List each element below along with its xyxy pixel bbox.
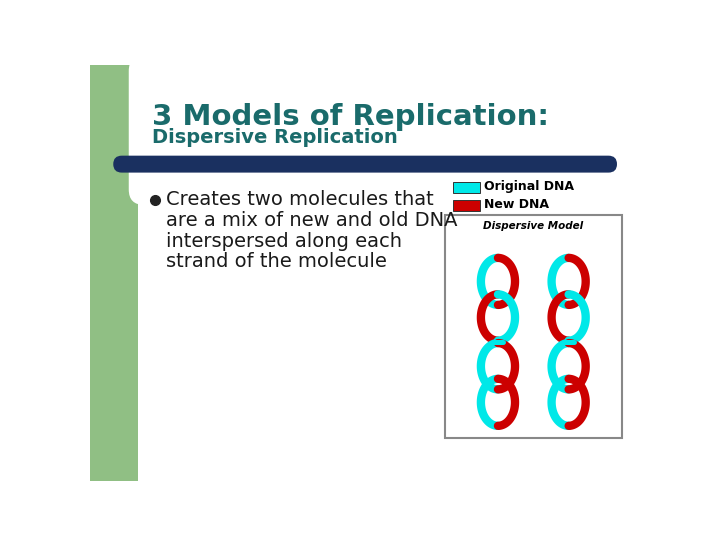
Text: interspersed along each: interspersed along each xyxy=(166,232,402,251)
FancyBboxPatch shape xyxy=(129,56,380,205)
FancyBboxPatch shape xyxy=(453,182,480,193)
Text: are a mix of new and old DNA: are a mix of new and old DNA xyxy=(166,211,457,230)
FancyBboxPatch shape xyxy=(90,65,138,481)
Text: strand of the molecule: strand of the molecule xyxy=(166,252,387,272)
FancyBboxPatch shape xyxy=(445,215,621,438)
Text: Creates two molecules that: Creates two molecules that xyxy=(166,190,433,209)
FancyBboxPatch shape xyxy=(453,200,480,211)
FancyBboxPatch shape xyxy=(90,65,245,180)
Text: 3 Models of Replication:: 3 Models of Replication: xyxy=(152,103,549,131)
Text: Dispersive Model: Dispersive Model xyxy=(483,221,583,231)
FancyBboxPatch shape xyxy=(138,65,648,481)
FancyBboxPatch shape xyxy=(113,156,617,173)
Text: Dispersive Replication: Dispersive Replication xyxy=(152,128,397,147)
Text: Original DNA: Original DNA xyxy=(484,180,574,193)
Text: New DNA: New DNA xyxy=(484,198,549,212)
